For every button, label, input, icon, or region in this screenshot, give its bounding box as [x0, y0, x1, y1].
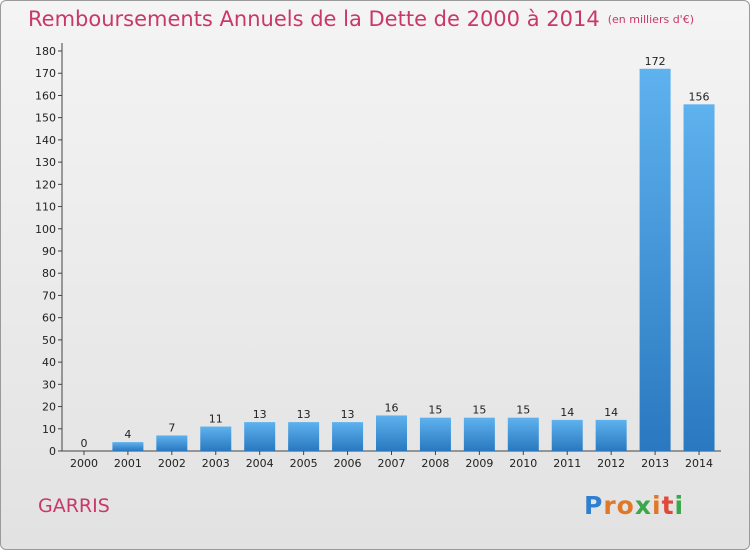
logo-letter: P [584, 491, 604, 520]
y-tick-label: 30 [42, 378, 56, 391]
y-tick-label: 10 [42, 423, 56, 436]
x-tick-label: 2001 [114, 457, 142, 470]
logo-letter: o [616, 491, 635, 520]
x-tick-label: 2013 [641, 457, 669, 470]
x-tick-label: 2004 [246, 457, 274, 470]
bar [639, 68, 671, 452]
bar-value-label: 15 [428, 404, 442, 417]
bar-value-label: 13 [341, 408, 355, 421]
bar-value-label: 15 [472, 404, 486, 417]
y-tick-label: 110 [35, 201, 56, 214]
bar [288, 422, 320, 451]
bar-value-label: 13 [253, 408, 267, 421]
y-tick-label: 140 [35, 134, 56, 147]
bar [419, 417, 451, 451]
bar [332, 422, 364, 451]
logo-letter: i [674, 491, 685, 520]
logo-letter: x [634, 491, 652, 520]
bar [595, 419, 627, 451]
bar [507, 417, 539, 451]
x-tick-label: 2005 [290, 457, 318, 470]
y-tick-label: 50 [42, 334, 56, 347]
y-tick-label: 160 [35, 89, 56, 102]
bar-value-label: 0 [80, 437, 87, 450]
bar-value-label: 11 [209, 413, 223, 426]
bar-value-label: 4 [124, 428, 131, 441]
chart-title: Remboursements Annuels de la Dette de 20… [28, 7, 694, 31]
bar-value-label: 7 [168, 421, 175, 434]
y-tick-label: 90 [42, 245, 56, 258]
bar [156, 435, 188, 451]
bar [200, 426, 232, 451]
proxiti-logo: Proxiti [584, 491, 684, 520]
bar-value-label: 16 [385, 401, 399, 414]
y-tick-label: 120 [35, 178, 56, 191]
y-tick-label: 20 [42, 401, 56, 414]
y-tick-label: 170 [35, 67, 56, 80]
bar-value-label: 13 [297, 408, 311, 421]
bar [112, 442, 144, 451]
bar-value-label: 15 [516, 404, 530, 417]
x-tick-label: 2010 [509, 457, 537, 470]
chart-unit-label: (en milliers d'€) [607, 13, 694, 26]
x-tick-label: 2009 [465, 457, 493, 470]
bar [244, 422, 276, 451]
bar-value-label: 14 [604, 406, 618, 419]
logo-letter: i [652, 491, 662, 520]
y-tick-label: 40 [42, 356, 56, 369]
logo-letter: r [603, 491, 617, 520]
x-tick-label: 2007 [378, 457, 406, 470]
x-tick-label: 2006 [334, 457, 362, 470]
x-tick-label: 2002 [158, 457, 186, 470]
y-tick-label: 80 [42, 267, 56, 280]
bar-value-label: 172 [645, 55, 666, 68]
bar-value-label: 156 [689, 90, 710, 103]
bar [376, 415, 407, 451]
x-tick-label: 2014 [685, 457, 713, 470]
y-tick-label: 150 [35, 112, 56, 125]
x-tick-label: 2008 [421, 457, 449, 470]
x-tick-label: 2000 [70, 457, 98, 470]
commune-name: GARRIS [38, 495, 110, 517]
bar [683, 104, 715, 451]
y-tick-label: 70 [42, 289, 56, 302]
chart-title-text: Remboursements Annuels de la Dette de 20… [28, 7, 600, 31]
bar-value-label: 14 [560, 406, 574, 419]
x-tick-label: 2003 [202, 457, 230, 470]
y-tick-label: 0 [49, 445, 56, 458]
y-tick-label: 130 [35, 156, 56, 169]
y-tick-label: 60 [42, 312, 56, 325]
y-tick-label: 180 [35, 45, 56, 58]
bar [551, 419, 583, 451]
bar [463, 417, 495, 451]
y-tick-label: 100 [35, 223, 56, 236]
x-tick-label: 2012 [597, 457, 625, 470]
logo-letter: t [661, 491, 675, 520]
x-tick-label: 2011 [553, 457, 581, 470]
